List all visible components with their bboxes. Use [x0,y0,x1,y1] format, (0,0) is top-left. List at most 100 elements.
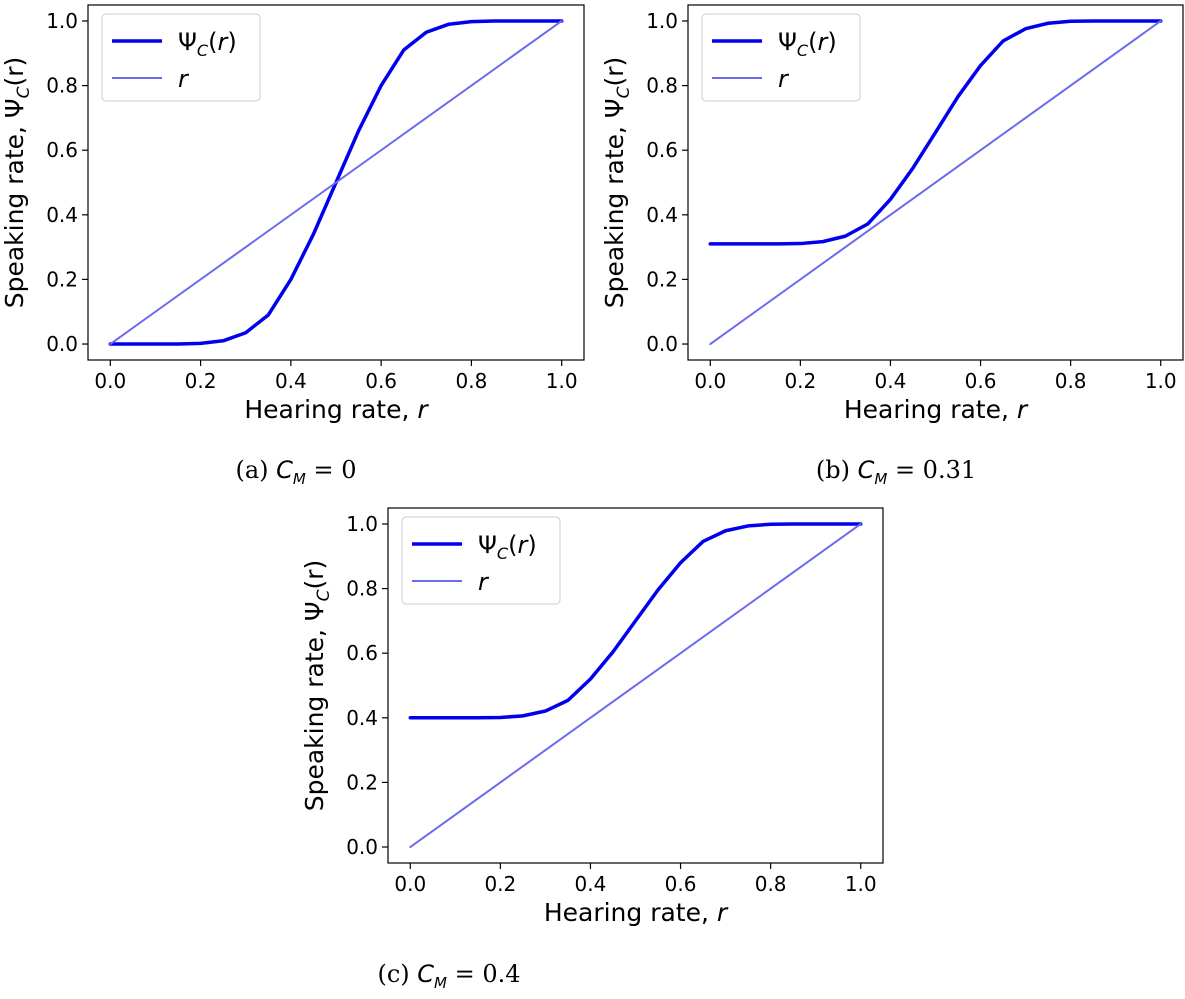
y-axis-label-psi: Ψ [600,98,629,118]
x-tick-label: 0.6 [665,872,697,896]
legend-psi-open: ( [208,28,217,56]
x-tick-label: 0.0 [694,369,726,393]
x-axis-label-text: Hearing rate, [544,898,717,927]
psi-curve-line [408,522,863,720]
legend-psi-symbol: Ψ [778,28,797,56]
legend-label-psi: ΨC(r) [478,531,537,563]
identity-line [709,19,1162,346]
caption-value: = 0 [306,456,357,484]
caption-letter: (a) [235,456,276,484]
x-tick-label: 0.8 [1055,369,1087,393]
legend-psi-close: ) [527,531,536,559]
x-tick-label: 0.6 [365,369,397,393]
y-axis-label-sub: C [614,86,634,98]
caption-symbol: C [417,960,434,988]
y-tick-label: 0.6 [46,138,78,162]
y-axis-label: Speaking rate, ΨC(r) [0,57,34,309]
x-axis-label: Hearing rate, r [244,395,429,424]
legend-psi-var: r [217,28,229,56]
chart-panel-2: 0.0 0.2 0.4 0.6 0.8 1.0 0.0 0.2 0.4 0.6 0.8 1.0 Hear… [300,507,884,992]
caption-subscript: M [434,974,447,992]
y-tick-label: 1.0 [646,9,678,33]
identity-line [409,522,862,849]
legend-label-r: r [778,65,790,93]
chart-panel-1: 0.0 0.2 0.4 0.6 0.8 1.0 0.0 0.2 0.4 0.6 0.8 1.0 Hear… [600,4,1184,488]
y-tick-label: 0.6 [346,641,378,665]
x-tick-label: 0.4 [575,872,607,896]
legend-psi-open: ( [808,28,817,56]
x-tick-label: 0.6 [965,369,997,393]
x-tick-label: 0.2 [484,872,516,896]
y-tick-label: 0.2 [346,770,378,794]
x-tick-label: 0.2 [784,369,816,393]
y-axis-label-text: Speaking rate, [300,621,329,811]
y-axis-label-psi: Ψ [0,98,29,118]
x-axis-label: Hearing rate, r [844,395,1029,424]
x-axis-label-var: r [1017,395,1029,424]
axes-frame [687,4,1184,361]
caption-value: = 0.4 [447,960,521,988]
y-tick-label: 0.0 [346,835,378,859]
x-tick-label: 1.0 [845,872,877,896]
legend-psi-sub: C [197,41,209,60]
legend-psi-sub: C [797,41,809,60]
legend-box [701,13,861,102]
y-axis-label-suffix: (r) [300,560,329,590]
caption-symbol: C [858,456,875,484]
legend-psi-var: r [817,28,829,56]
legend-label-psi: ΨC(r) [178,28,237,60]
legend-psi-var: r [517,531,529,559]
x-axis-label-var: r [417,395,429,424]
x-tick-label: 0.8 [456,369,488,393]
y-axis-label-suffix: (r) [0,57,29,87]
legend-label-psi: ΨC(r) [778,28,837,60]
x-axis-label-text: Hearing rate, [844,395,1017,424]
y-axis-label-sub: C [14,86,34,98]
x-axis-label: Hearing rate, r [544,898,729,927]
y-axis-label-text: Speaking rate, [0,118,29,308]
y-tick-label: 0.8 [46,74,78,98]
y-tick-label: 0.0 [46,332,78,356]
legend-psi-open: ( [508,531,517,559]
caption-subscript: M [874,470,887,488]
y-tick-label: 0.4 [646,203,678,227]
caption-symbol: C [276,456,293,484]
y-axis-label-suffix: (r) [600,57,629,87]
legend-label-r: r [478,568,490,596]
legend-psi-close: ) [227,28,236,56]
y-tick-label: 0.4 [346,706,378,730]
axes-frame [87,4,585,361]
y-axis-label: Speaking rate, ΨC(r) [600,57,634,309]
x-tick-label: 0.4 [875,369,907,393]
x-tick-label: 0.8 [755,872,787,896]
legend-box [101,13,261,102]
legend-psi-close: ) [827,28,836,56]
legend-box [401,516,561,605]
chart-panel-0: 0.0 0.2 0.4 0.6 0.8 1.0 0.0 0.2 0.4 0.6 0.8 1.0 Hear… [0,4,585,488]
x-tick-label: 0.0 [94,369,126,393]
legend-psi-symbol: Ψ [178,28,197,56]
y-tick-label: 0.4 [46,203,78,227]
y-tick-label: 0.2 [646,267,678,291]
panel-caption: (a) CM = 0 [235,456,356,488]
legend-label-r: r [178,65,190,93]
caption-subscript: M [293,470,306,488]
caption-letter: (c) [377,960,417,988]
caption-value: = 0.31 [887,456,976,484]
caption-letter: (b) [816,456,858,484]
identity-line [109,19,563,346]
panel-caption: (b) CM = 0.31 [816,456,976,488]
y-axis-label-sub: C [314,589,334,601]
panel-caption: (c) CM = 0.4 [377,960,520,992]
y-tick-label: 1.0 [46,9,78,33]
x-axis-label-var: r [717,898,729,927]
y-tick-label: 0.8 [346,577,378,601]
psi-curve-line [708,19,1163,246]
x-tick-label: 0.2 [185,369,217,393]
x-tick-label: 0.0 [394,872,426,896]
y-axis-label-text: Speaking rate, [600,118,629,308]
y-tick-label: 0.8 [646,74,678,98]
y-tick-label: 1.0 [346,512,378,536]
y-tick-label: 0.2 [46,267,78,291]
